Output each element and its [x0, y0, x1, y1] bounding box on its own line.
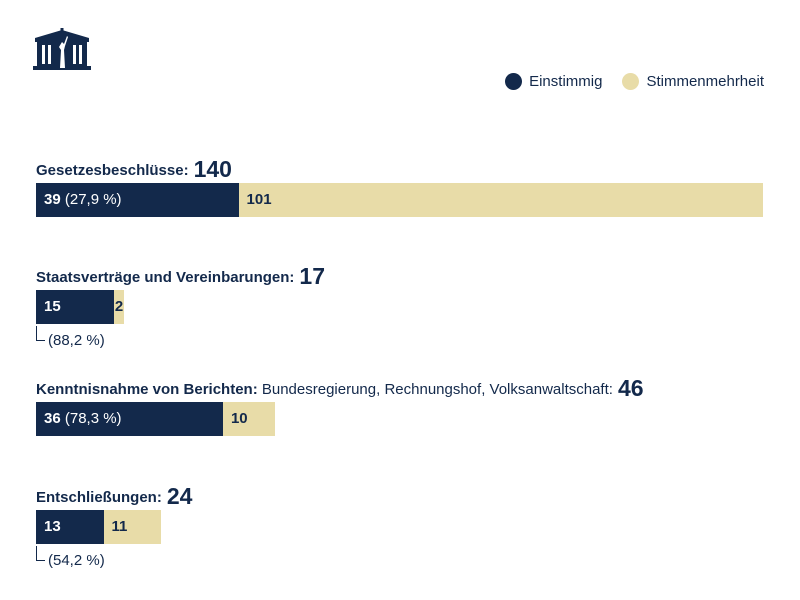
percent-note: (54,2 %): [36, 546, 105, 570]
bar-stimmenmehrheit: 101: [238, 183, 763, 217]
category-total: 140: [193, 156, 232, 182]
value-label: 2: [114, 298, 124, 315]
bar-einstimmig: 15: [36, 290, 114, 324]
legend-item-einstimmig: Einstimmig: [505, 73, 602, 90]
percent-label: (27,9 %): [64, 191, 122, 208]
value-label: 11: [111, 518, 128, 535]
bar-group: Entschließungen: 24 13 11 (54,2 %): [36, 484, 776, 569]
bar-stimmenmehrheit: 2: [113, 290, 125, 324]
category-label: Entschließungen:: [36, 489, 162, 506]
category-label: Staatsverträge und Vereinbarungen:: [36, 269, 295, 286]
category-title: Kenntnisnahme von Berichten: Bundesregie…: [36, 376, 776, 400]
stacked-bar: 39 (27,9 %) 101: [36, 183, 776, 217]
value-label: 13: [44, 518, 61, 535]
percent-note: (88,2 %): [36, 326, 105, 350]
parliament-logo-icon: [33, 28, 91, 70]
bar-stimmenmehrheit: 11: [103, 510, 161, 544]
bar-einstimmig: 39 (27,9 %): [36, 183, 239, 217]
percent-label: (78,3 %): [64, 410, 122, 427]
legend-swatch: [505, 73, 523, 90]
category-total: 46: [617, 375, 644, 401]
value-label: 101: [246, 191, 272, 208]
bar-stimmenmehrheit: 10: [222, 402, 275, 436]
value-label: 36: [44, 410, 61, 427]
value-label: 15: [44, 298, 61, 315]
bar-einstimmig: 13: [36, 510, 104, 544]
bar-group: Staatsverträge und Vereinbarungen: 17 15 …: [36, 264, 776, 349]
legend: Einstimmig Stimmenmehrheit: [505, 73, 764, 90]
category-title: Gesetzesbeschlüsse: 140: [36, 157, 776, 181]
value-label: 39: [44, 191, 61, 208]
stacked-bar: 36 (78,3 %) 10: [36, 402, 776, 436]
stacked-bar: 15 2 (88,2 %): [36, 290, 776, 349]
value-label: 10: [230, 410, 248, 427]
legend-label: Einstimmig: [529, 73, 603, 90]
category-label: Kenntnisnahme von Berichten:: [36, 381, 258, 398]
bar-einstimmig: 36 (78,3 %): [36, 402, 223, 436]
stacked-bar: 13 11 (54,2 %): [36, 510, 776, 569]
category-title: Entschließungen: 24: [36, 484, 776, 508]
bar-group: Kenntnisnahme von Berichten: Bundesregie…: [36, 376, 776, 436]
legend-item-stimmenmehrheit: Stimmenmehrheit: [622, 73, 764, 90]
bar-group: Gesetzesbeschlüsse: 140 39 (27,9 %) 101: [36, 157, 776, 217]
category-subtitle: Bundesregierung, Rechnungshof, Volksanwa…: [257, 381, 613, 398]
category-total: 17: [299, 263, 325, 289]
legend-swatch: [622, 73, 640, 90]
category-label: Gesetzesbeschlüsse:: [36, 162, 189, 179]
category-title: Staatsverträge und Vereinbarungen: 17: [36, 264, 776, 288]
category-total: 24: [166, 483, 193, 509]
legend-label: Stimmenmehrheit: [646, 73, 764, 90]
